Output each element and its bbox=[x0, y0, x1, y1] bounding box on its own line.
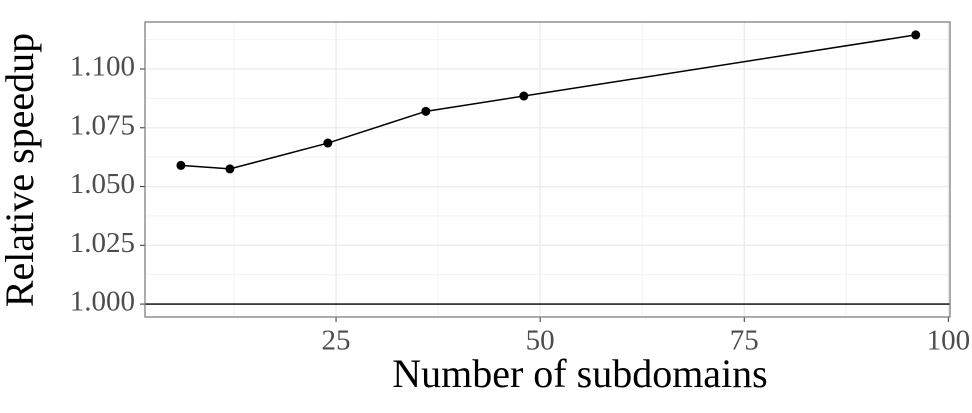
panel-border bbox=[144, 21, 951, 318]
x-tick-label: 75 bbox=[730, 325, 759, 357]
y-tick-label: 1.075 bbox=[70, 109, 135, 141]
x-tick-label: 25 bbox=[322, 325, 351, 357]
y-tick-label: 1.100 bbox=[70, 51, 135, 83]
point bbox=[225, 164, 235, 174]
point bbox=[519, 91, 529, 101]
y-axis-label: Relative speedup bbox=[0, 33, 42, 307]
point bbox=[421, 106, 431, 116]
point bbox=[323, 138, 333, 148]
point bbox=[176, 160, 186, 170]
x-axis-label: Number of subdomains bbox=[392, 351, 768, 396]
y-tick-label: 1.025 bbox=[70, 227, 135, 259]
point bbox=[911, 30, 921, 40]
line bbox=[180, 34, 916, 170]
x-tick-label: 50 bbox=[526, 325, 555, 357]
y-tick-label: 1.050 bbox=[70, 168, 135, 200]
x-tick-label: 100 bbox=[927, 325, 971, 357]
y-tick-label: 1.000 bbox=[70, 286, 135, 318]
